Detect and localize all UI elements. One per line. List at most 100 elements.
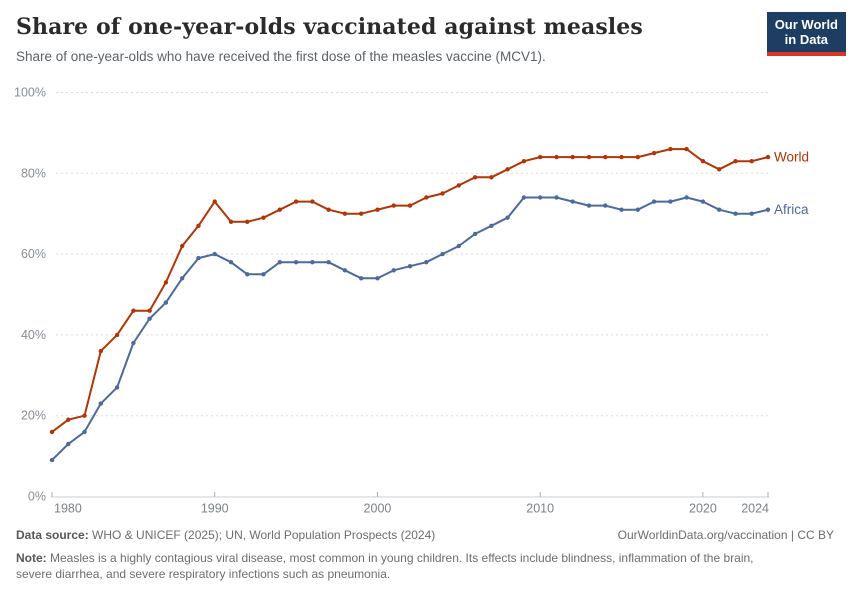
- series-label-world[interactable]: World: [774, 150, 809, 165]
- data-point-world-2012[interactable]: [570, 154, 575, 160]
- data-point-africa-2020[interactable]: [700, 199, 706, 204]
- data-point-africa-1988[interactable]: [180, 276, 185, 281]
- data-point-africa-2024[interactable]: [765, 207, 771, 212]
- data-point-africa-1987[interactable]: [163, 300, 169, 305]
- data-point-world-2018[interactable]: [668, 146, 673, 152]
- data-point-world-1988[interactable]: [180, 243, 185, 249]
- data-point-world-1982[interactable]: [82, 413, 87, 418]
- data-point-africa-2008[interactable]: [505, 215, 510, 220]
- data-point-world-1997[interactable]: [326, 207, 331, 212]
- data-point-world-1980[interactable]: [49, 429, 55, 435]
- data-point-africa-1999[interactable]: [359, 276, 364, 281]
- data-point-africa-2023[interactable]: [749, 211, 754, 216]
- data-point-africa-2000[interactable]: [375, 276, 380, 281]
- data-point-world-2019[interactable]: [684, 146, 689, 152]
- data-point-africa-2012[interactable]: [570, 199, 575, 204]
- data-point-world-2004[interactable]: [440, 191, 445, 196]
- data-point-world-2014[interactable]: [603, 154, 608, 160]
- data-point-world-1983[interactable]: [98, 348, 104, 354]
- data-point-world-1996[interactable]: [310, 199, 315, 204]
- data-point-africa-2003[interactable]: [424, 260, 429, 265]
- data-point-world-2010[interactable]: [538, 154, 543, 160]
- data-point-world-2002[interactable]: [407, 203, 413, 208]
- data-point-world-2017[interactable]: [651, 150, 657, 156]
- data-point-africa-1990[interactable]: [212, 251, 217, 257]
- data-point-africa-1992[interactable]: [245, 272, 250, 277]
- data-point-africa-2007[interactable]: [489, 223, 494, 228]
- data-point-africa-2004[interactable]: [440, 251, 445, 257]
- data-point-world-1987[interactable]: [163, 280, 169, 285]
- data-point-africa-2021[interactable]: [717, 207, 722, 212]
- data-point-world-1989[interactable]: [196, 223, 201, 228]
- data-point-africa-2002[interactable]: [407, 264, 413, 269]
- data-point-world-2020[interactable]: [700, 159, 706, 164]
- data-point-world-2005[interactable]: [456, 183, 461, 188]
- data-point-africa-1986[interactable]: [147, 316, 152, 321]
- data-point-world-1986[interactable]: [147, 308, 152, 313]
- data-point-africa-1995[interactable]: [293, 260, 299, 265]
- data-point-world-1995[interactable]: [293, 199, 299, 204]
- series-world[interactable]: World: [49, 146, 809, 435]
- data-point-world-1990[interactable]: [212, 199, 217, 204]
- data-point-africa-2019[interactable]: [684, 195, 689, 200]
- data-point-africa-1997[interactable]: [326, 260, 331, 265]
- data-point-africa-2011[interactable]: [554, 195, 559, 200]
- data-point-world-2008[interactable]: [505, 167, 510, 172]
- data-point-africa-2001[interactable]: [391, 268, 396, 273]
- series-label-africa[interactable]: Africa: [774, 202, 809, 217]
- data-point-world-2011[interactable]: [554, 154, 559, 160]
- data-point-world-2009[interactable]: [521, 159, 527, 164]
- data-point-world-1998[interactable]: [342, 211, 348, 216]
- data-point-world-1984[interactable]: [114, 332, 120, 338]
- data-point-world-2003[interactable]: [424, 195, 429, 200]
- data-point-africa-1983[interactable]: [98, 401, 104, 406]
- data-point-world-2006[interactable]: [472, 175, 478, 180]
- series-africa[interactable]: Africa: [49, 195, 809, 463]
- data-point-world-2013[interactable]: [586, 154, 592, 160]
- owid-link[interactable]: OurWorldinData.org/vaccination | CC BY: [617, 528, 834, 542]
- data-point-africa-2010[interactable]: [538, 195, 543, 200]
- data-point-africa-2022[interactable]: [733, 211, 738, 216]
- data-point-africa-2009[interactable]: [521, 195, 527, 200]
- data-point-africa-1980[interactable]: [49, 457, 55, 463]
- data-point-africa-1996[interactable]: [310, 260, 315, 265]
- data-point-africa-1989[interactable]: [196, 255, 201, 261]
- data-point-world-1981[interactable]: [66, 417, 71, 422]
- data-point-world-1994[interactable]: [277, 207, 282, 212]
- data-point-africa-2014[interactable]: [603, 203, 608, 208]
- data-point-world-2021[interactable]: [717, 167, 722, 172]
- data-point-africa-2017[interactable]: [651, 199, 657, 204]
- data-point-world-2024[interactable]: [765, 154, 771, 160]
- data-point-world-1999[interactable]: [359, 211, 364, 216]
- data-point-africa-1985[interactable]: [131, 340, 136, 346]
- series-line-africa[interactable]: [51, 196, 769, 462]
- data-point-africa-1998[interactable]: [342, 268, 348, 273]
- data-point-world-2000[interactable]: [375, 207, 380, 212]
- data-point-world-2001[interactable]: [391, 203, 396, 208]
- data-point-world-2007[interactable]: [489, 175, 494, 180]
- data-point-africa-2013[interactable]: [586, 203, 592, 208]
- data-point-world-1991[interactable]: [228, 219, 234, 224]
- data-point-world-2022[interactable]: [733, 159, 738, 164]
- data-point-africa-1994[interactable]: [277, 260, 282, 265]
- owid-logo[interactable]: Our World in Data: [766, 12, 846, 56]
- data-point-world-1985[interactable]: [131, 308, 136, 313]
- data-point-world-2015[interactable]: [619, 154, 624, 160]
- data-point-africa-1982[interactable]: [82, 429, 87, 435]
- series-line-world[interactable]: [51, 148, 769, 433]
- data-point-africa-2015[interactable]: [619, 207, 624, 212]
- data-point-africa-1993[interactable]: [261, 272, 266, 277]
- data-point-africa-2016[interactable]: [635, 207, 640, 212]
- series-markers-africa: [49, 195, 771, 463]
- data-point-africa-1984[interactable]: [114, 385, 120, 390]
- data-point-world-2023[interactable]: [749, 159, 754, 164]
- data-point-world-2016[interactable]: [635, 154, 640, 160]
- data-point-africa-1991[interactable]: [228, 260, 234, 265]
- data-point-world-1993[interactable]: [261, 215, 266, 220]
- data-point-africa-2005[interactable]: [456, 243, 461, 249]
- data-point-africa-2018[interactable]: [668, 199, 673, 204]
- data-point-world-1992[interactable]: [245, 219, 250, 224]
- data-point-africa-1981[interactable]: [66, 441, 71, 447]
- data-point-africa-2006[interactable]: [472, 231, 478, 237]
